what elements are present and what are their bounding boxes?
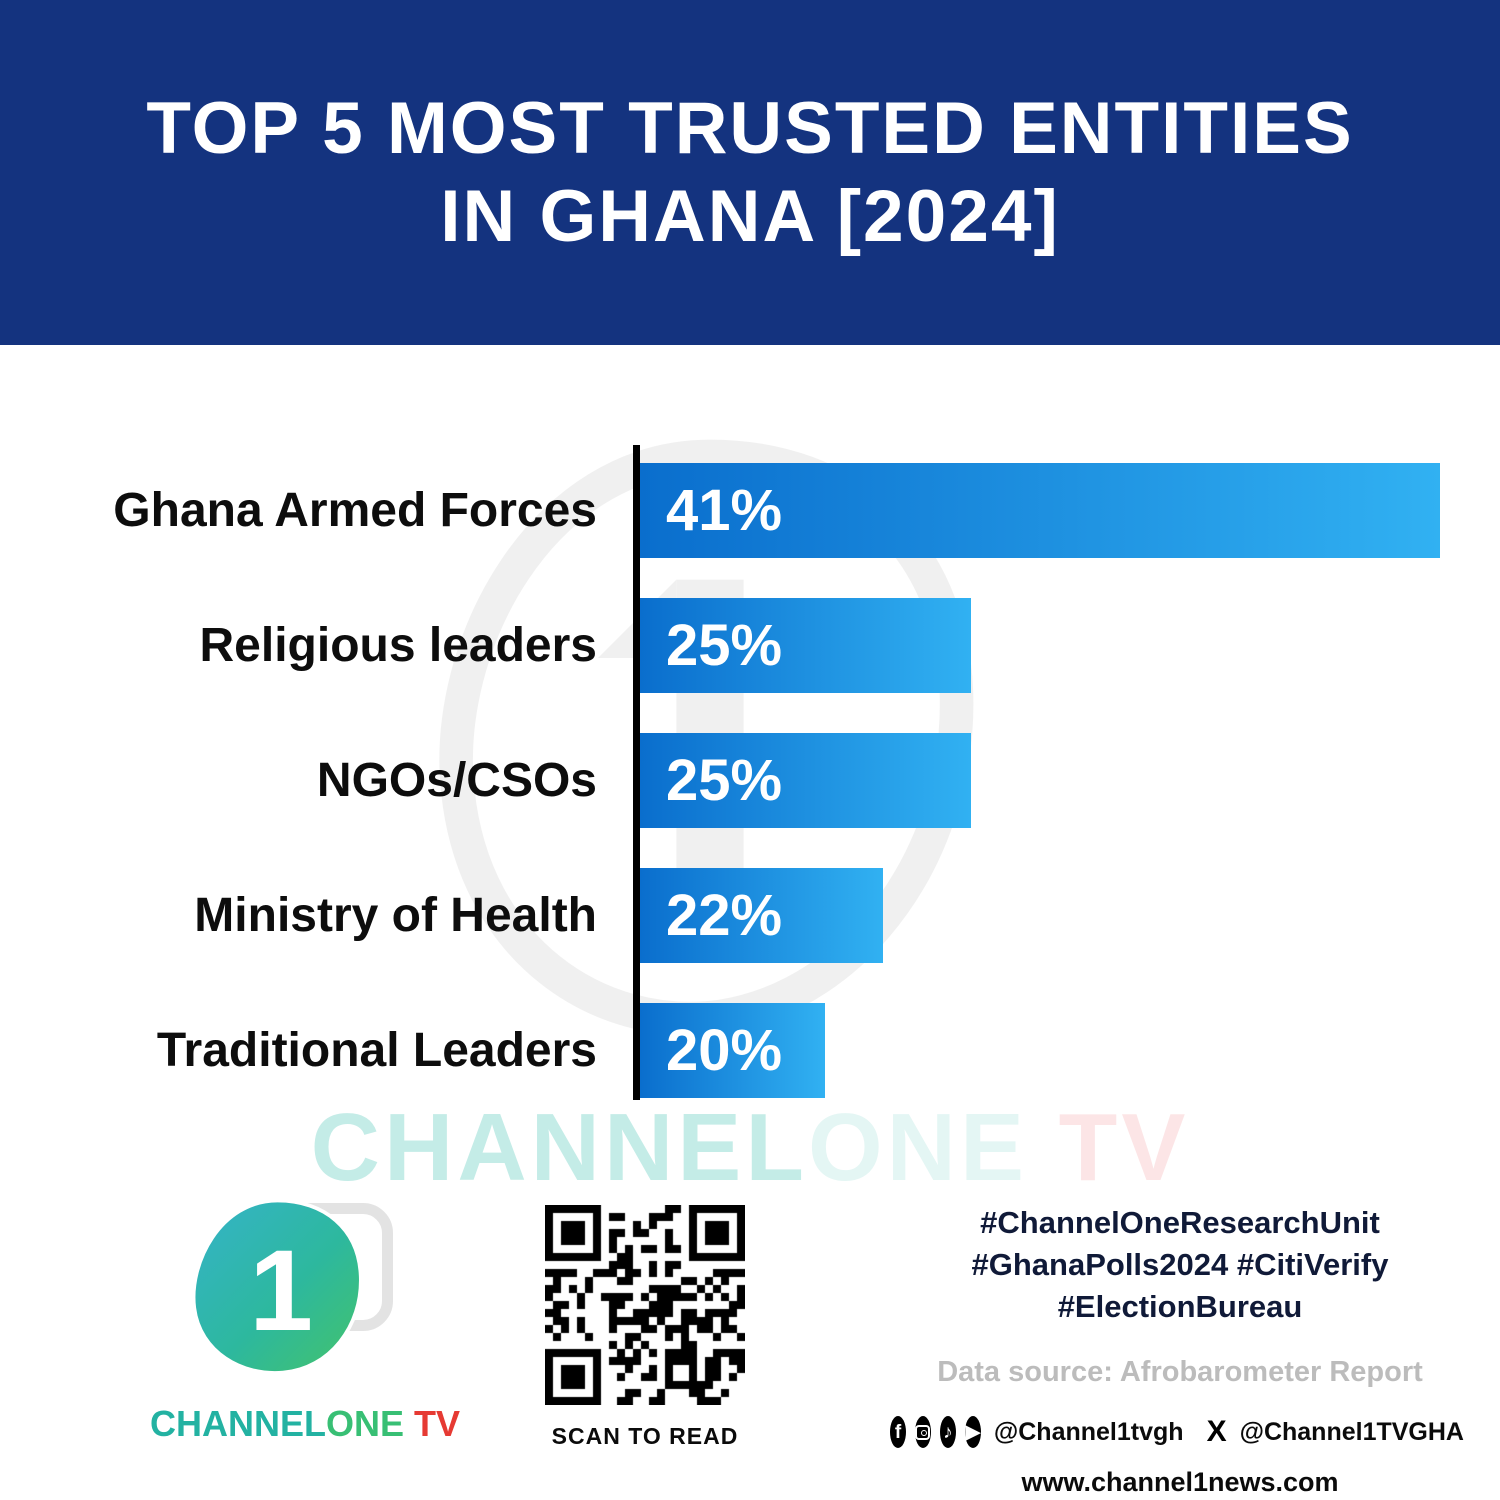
channel-one-logo: 1 CHANNELONE TV (140, 1195, 470, 1475)
logo-digit: 1 (249, 1227, 313, 1355)
facebook-icon: f (890, 1416, 906, 1448)
website-url: www.channel1news.com (1021, 1467, 1339, 1497)
hashtags-line2: #GhanaPolls2024 #CitiVerify (971, 1247, 1389, 1282)
value-label: 25% (666, 613, 783, 678)
category-label: Religious leaders (199, 619, 597, 672)
bar: 22% (640, 868, 883, 963)
category-label: Traditional Leaders (156, 1024, 597, 1077)
bar-row: Ghana Armed Forces 41% (0, 463, 1500, 558)
category-label: Ghana Armed Forces (113, 484, 597, 537)
value-label: 41% (666, 478, 783, 543)
logo-wordmark: CHANNELONE TV (149, 1403, 461, 1444)
bar: 41% (640, 463, 1440, 558)
x-icon: X (1206, 1415, 1227, 1448)
logo-pick-icon: 1 (191, 1198, 363, 1375)
bar: 20% (640, 1003, 825, 1098)
bar: 25% (640, 733, 971, 828)
bar: 25% (640, 598, 971, 693)
bar-row: NGOs/CSOs 25% (0, 733, 1500, 828)
bar-row: Religious leaders 25% (0, 598, 1500, 693)
qr-block: SCAN TO READ (545, 1205, 745, 1450)
value-label: 22% (666, 883, 783, 948)
social-handle-1: @Channel1tvgh (993, 1417, 1184, 1446)
category-label: NGOs/CSOs (316, 754, 597, 807)
category-label: Ministry of Health (194, 889, 597, 942)
page-title-line1: TOP 5 MOST TRUSTED ENTITIES (146, 87, 1354, 169)
youtube-icon: ▶ (964, 1416, 981, 1448)
footer: 1 CHANNELONE TV SCAN TO READ #ChannelOne… (0, 1180, 1500, 1500)
header-banner: TOP 5 MOST TRUSTED ENTITIES IN GHANA [20… (0, 0, 1500, 345)
value-label: 20% (666, 1018, 783, 1083)
bar-row: Traditional Leaders 20% (0, 1003, 1500, 1098)
hashtags-line3: #ElectionBureau (1057, 1289, 1303, 1324)
social-row: f ♪ ▶ @Channel1tvgh X @Channel1TVGHA (890, 1415, 1470, 1449)
page-title-line2: IN GHANA [2024] (440, 175, 1060, 257)
qr-code (545, 1205, 745, 1405)
info-block: #ChannelOneResearchUnit #GhanaPolls2024 … (890, 1202, 1470, 1498)
data-source-text: Data source: Afrobarometer Report (937, 1356, 1423, 1388)
bar-row: Ministry of Health 22% (0, 868, 1500, 963)
hashtags-line1: #ChannelOneResearchUnit (980, 1205, 1380, 1240)
chart-axis-line (633, 445, 640, 1100)
tiktok-icon: ♪ (939, 1416, 956, 1448)
qr-caption: SCAN TO READ (551, 1423, 739, 1449)
value-label: 25% (666, 748, 783, 813)
instagram-icon (914, 1416, 931, 1448)
social-handle-2: @Channel1TVGHA (1239, 1417, 1464, 1446)
